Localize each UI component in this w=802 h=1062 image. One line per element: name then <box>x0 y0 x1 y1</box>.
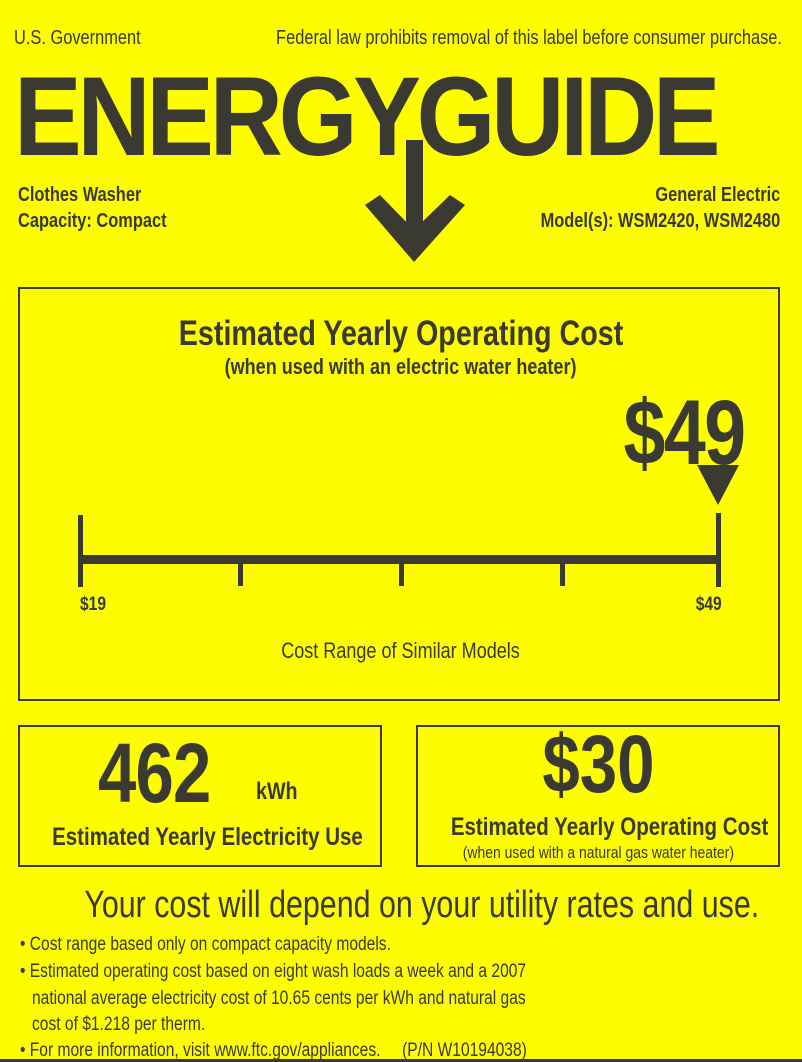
note-bullet: • Cost range based only on compact capac… <box>20 934 391 955</box>
operating-cost-panel <box>18 287 780 701</box>
gas-cost-value: $30 <box>541 719 655 810</box>
scale-tick <box>399 560 404 586</box>
range-max-label: $49 <box>696 594 722 615</box>
electricity-label: Estimated Yearly Electricity Use <box>52 823 363 851</box>
product-type: Clothes Washer <box>18 184 142 206</box>
range-min-label: $19 <box>80 594 106 615</box>
note-continuation: national average electricity cost of 10.… <box>32 988 526 1009</box>
cost-panel-subtitle: (when used with an electric water heater… <box>225 354 577 379</box>
product-capacity: Capacity: Compact <box>18 210 167 232</box>
removal-notice: Federal law prohibits removal of this la… <box>276 27 782 49</box>
arrow-down-icon <box>365 140 465 262</box>
tagline: Your cost will depend on your utility ra… <box>84 884 760 926</box>
scale-bar <box>80 555 720 564</box>
scale-right-end <box>716 513 721 587</box>
cost-panel-title: Estimated Yearly Operating Cost <box>178 314 624 353</box>
note-bullet: • Estimated operating cost based on eigh… <box>20 961 527 982</box>
electricity-value: 462 <box>98 726 211 820</box>
gas-cost-label: Estimated Yearly Operating Cost <box>450 813 769 841</box>
electricity-unit: kWh <box>256 778 298 805</box>
cost-marker-triangle <box>697 465 739 505</box>
energyguide-logo: ENERGYGUIDE <box>14 53 721 179</box>
government-label: U.S. Government <box>14 27 141 49</box>
electricity-use-panel <box>18 725 382 867</box>
note-continuation: cost of $1.218 per therm. <box>32 1014 206 1035</box>
cost-range-scale <box>78 465 739 587</box>
gas-cost-sublabel: (when used with a natural gas water heat… <box>462 843 734 862</box>
scale-left-end <box>78 515 83 587</box>
scale-tick <box>238 560 243 586</box>
scale-tick <box>560 560 565 586</box>
brand: General Electric <box>655 184 780 206</box>
range-caption: Cost Range of Similar Models <box>281 638 521 663</box>
bottom-edge <box>0 1059 802 1062</box>
gas-cost-panel <box>416 725 780 867</box>
models: Model(s): WSM2420, WSM2480 <box>540 210 780 232</box>
note-bullet: • For more information, visit www.ftc.go… <box>20 1040 527 1061</box>
